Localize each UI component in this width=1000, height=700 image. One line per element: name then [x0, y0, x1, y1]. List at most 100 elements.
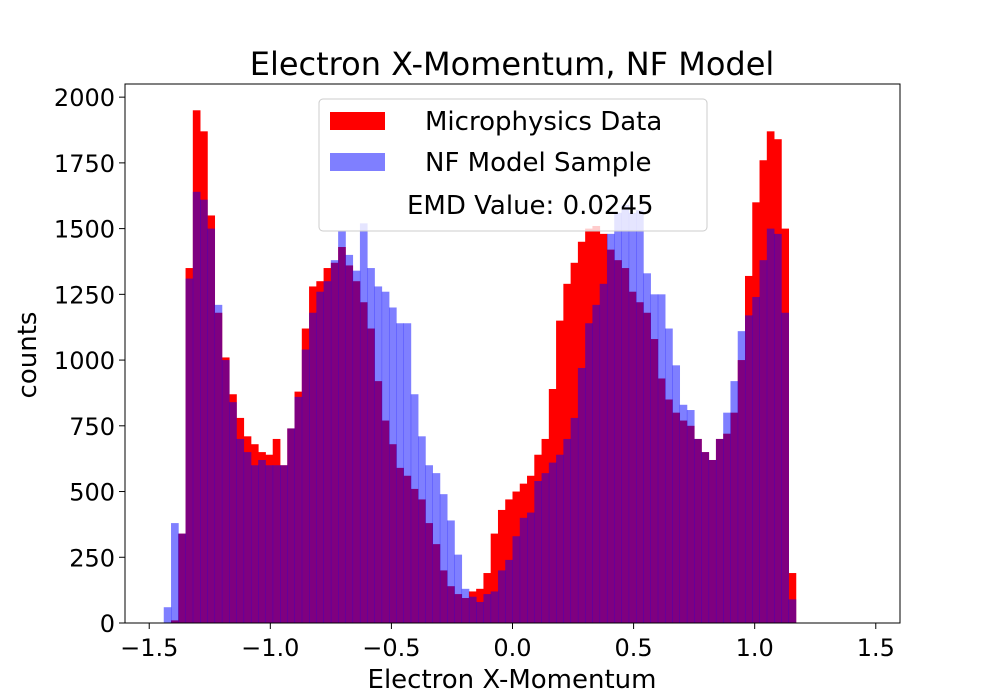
histogram-bar	[614, 212, 622, 623]
x-axis-label: Electron X-Momentum	[368, 665, 657, 695]
series-1	[163, 191, 797, 624]
histogram-bar	[636, 210, 644, 623]
histogram-bar	[665, 328, 673, 623]
x-tick-label: −0.5	[362, 634, 420, 662]
histogram-bar	[497, 509, 506, 623]
histogram-bar	[592, 304, 601, 623]
histogram-bar	[737, 331, 746, 623]
histogram-bar	[250, 465, 259, 623]
histogram-bar	[577, 367, 586, 623]
histogram-bar	[410, 394, 419, 623]
histogram-bar	[512, 536, 521, 623]
histogram-bar	[280, 465, 288, 623]
histogram-bar	[730, 381, 739, 623]
histogram-bar	[723, 412, 731, 623]
histogram-bar	[628, 212, 637, 623]
histogram-bar	[345, 254, 354, 623]
x-tick-label: 1.0	[736, 634, 774, 662]
histogram-bar	[679, 404, 688, 623]
y-tick-label: 1250	[54, 281, 115, 309]
chart-title: Electron X-Momentum, NF Model	[250, 45, 775, 83]
histogram-bar	[788, 573, 797, 623]
histogram-bar	[781, 312, 789, 623]
x-tick-label: 0.5	[615, 634, 653, 662]
histogram-bar	[323, 281, 332, 623]
bars-layer	[163, 110, 797, 624]
histogram-bar	[418, 436, 426, 623]
histogram-bar	[330, 260, 339, 623]
histogram-bar	[447, 520, 455, 623]
histogram-bar	[563, 438, 572, 623]
legend-box	[318, 98, 708, 232]
histogram-bar	[672, 365, 681, 623]
x-tick-label: 1.5	[857, 634, 895, 662]
histogram-bar	[643, 273, 651, 623]
histogram-bar	[468, 596, 477, 623]
histogram-bar	[505, 559, 513, 623]
histogram-bar	[439, 494, 448, 623]
histogram-bar	[243, 452, 252, 623]
histogram-bar	[657, 294, 666, 623]
histogram-bar	[185, 278, 194, 623]
histogram-bar	[621, 204, 630, 623]
histogram-bar	[694, 438, 702, 623]
y-tick-label: 1750	[54, 150, 115, 178]
histogram-bar	[759, 260, 768, 623]
x-axis-ticks: −1.5 −1.0 −0.5 0.0 0.5 1.0 1.5	[120, 623, 895, 662]
histogram-bar	[381, 291, 390, 623]
y-axis-label: counts	[13, 312, 43, 399]
histogram-bar	[396, 323, 404, 623]
histogram-bar	[272, 465, 281, 623]
histogram-bar	[338, 231, 346, 624]
legend: Microphysics Data NF Model Sample EMD Va…	[318, 98, 708, 232]
histogram-bar	[788, 599, 797, 623]
histogram-bar	[766, 228, 775, 624]
histogram-bar	[192, 191, 201, 624]
histogram-bar	[454, 554, 463, 623]
histogram-bar	[497, 570, 506, 623]
histogram-bar	[519, 517, 528, 623]
y-tick-label: 250	[69, 544, 115, 572]
histogram-bar	[686, 410, 695, 623]
y-tick-label: 1500	[54, 216, 115, 244]
histogram-bar	[774, 233, 782, 623]
histogram-bar	[606, 233, 615, 623]
histogram-bar	[708, 459, 717, 623]
histogram-bar	[715, 438, 724, 623]
y-axis-ticks: 0 250 500 750 1000 1250 1500 1750 2000	[54, 84, 125, 638]
x-tick-label: 0.0	[493, 634, 531, 662]
histogram-bar	[207, 228, 216, 624]
y-tick-label: 750	[69, 413, 115, 441]
histogram-bar	[236, 438, 245, 623]
histogram-bar	[752, 296, 760, 623]
histogram-bar	[432, 473, 441, 623]
histogram-bar	[403, 323, 412, 623]
histogram-bar	[650, 294, 659, 623]
x-tick-label: −1.5	[120, 634, 178, 662]
legend-label-microphysics: Microphysics Data	[425, 107, 662, 137]
histogram-bar	[229, 402, 237, 623]
histogram-bar	[490, 533, 499, 623]
histogram-bar	[178, 533, 186, 623]
histogram-bar	[221, 360, 230, 623]
histogram-bar	[301, 349, 310, 623]
histogram-bar	[359, 223, 368, 623]
y-tick-label: 500	[69, 479, 115, 507]
y-tick-label: 2000	[54, 84, 115, 112]
legend-swatch-microphysics	[330, 112, 385, 130]
histogram-bar	[701, 452, 710, 623]
histogram-bar	[258, 459, 266, 623]
histogram-bar	[352, 270, 361, 623]
histogram-bar	[287, 428, 295, 623]
histogram-bar	[388, 307, 397, 623]
histogram-bar	[570, 417, 579, 623]
histogram-bar	[374, 286, 383, 623]
histogram-bar	[294, 396, 303, 623]
histogram-bar	[214, 304, 223, 623]
histogram-bar	[490, 591, 499, 623]
histogram-bar	[527, 512, 535, 623]
histogram-bar	[745, 315, 753, 623]
histogram-bar	[548, 462, 557, 623]
legend-swatch-nf-model	[330, 153, 385, 171]
